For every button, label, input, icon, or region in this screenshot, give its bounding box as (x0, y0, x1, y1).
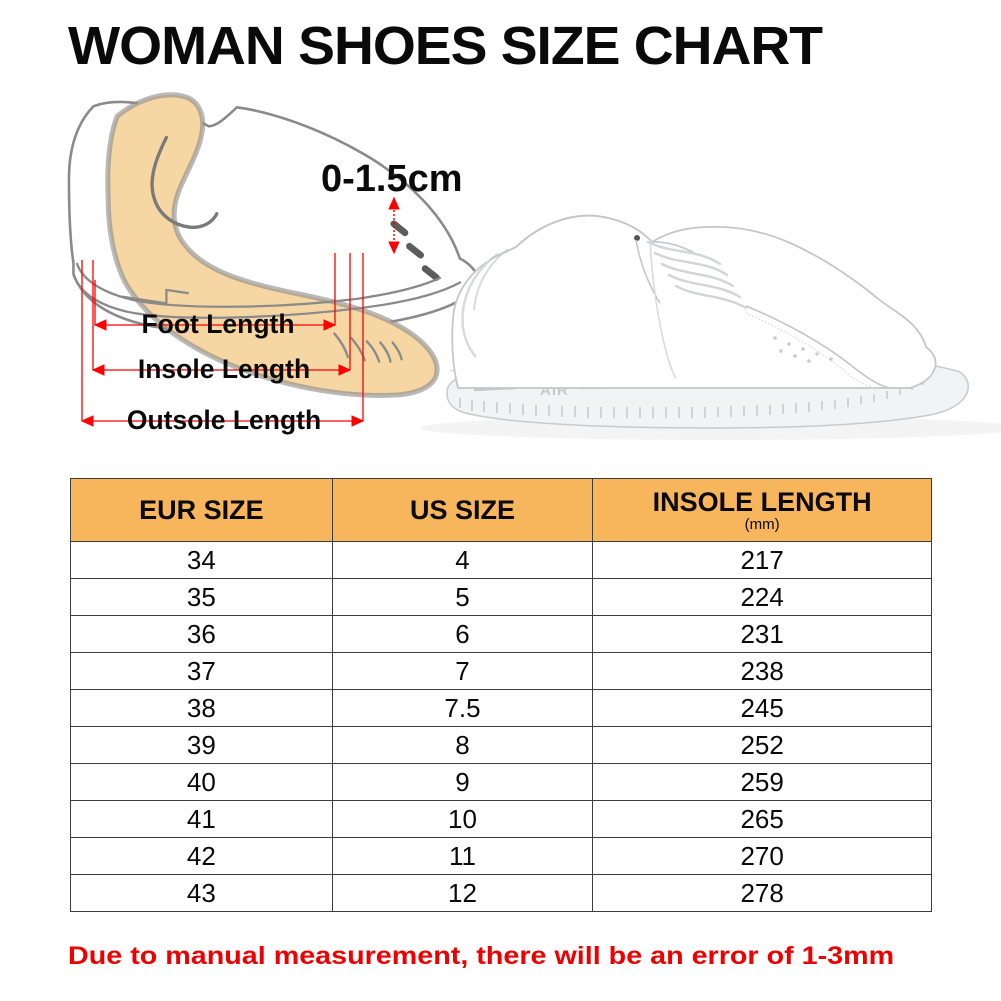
svg-text:Insole Length: Insole Length (138, 354, 310, 384)
svg-text:0-1.5cm: 0-1.5cm (321, 158, 463, 200)
svg-text:Outsole Length: Outsole Length (127, 405, 321, 435)
svg-text:Foot Length: Foot Length (141, 309, 294, 339)
